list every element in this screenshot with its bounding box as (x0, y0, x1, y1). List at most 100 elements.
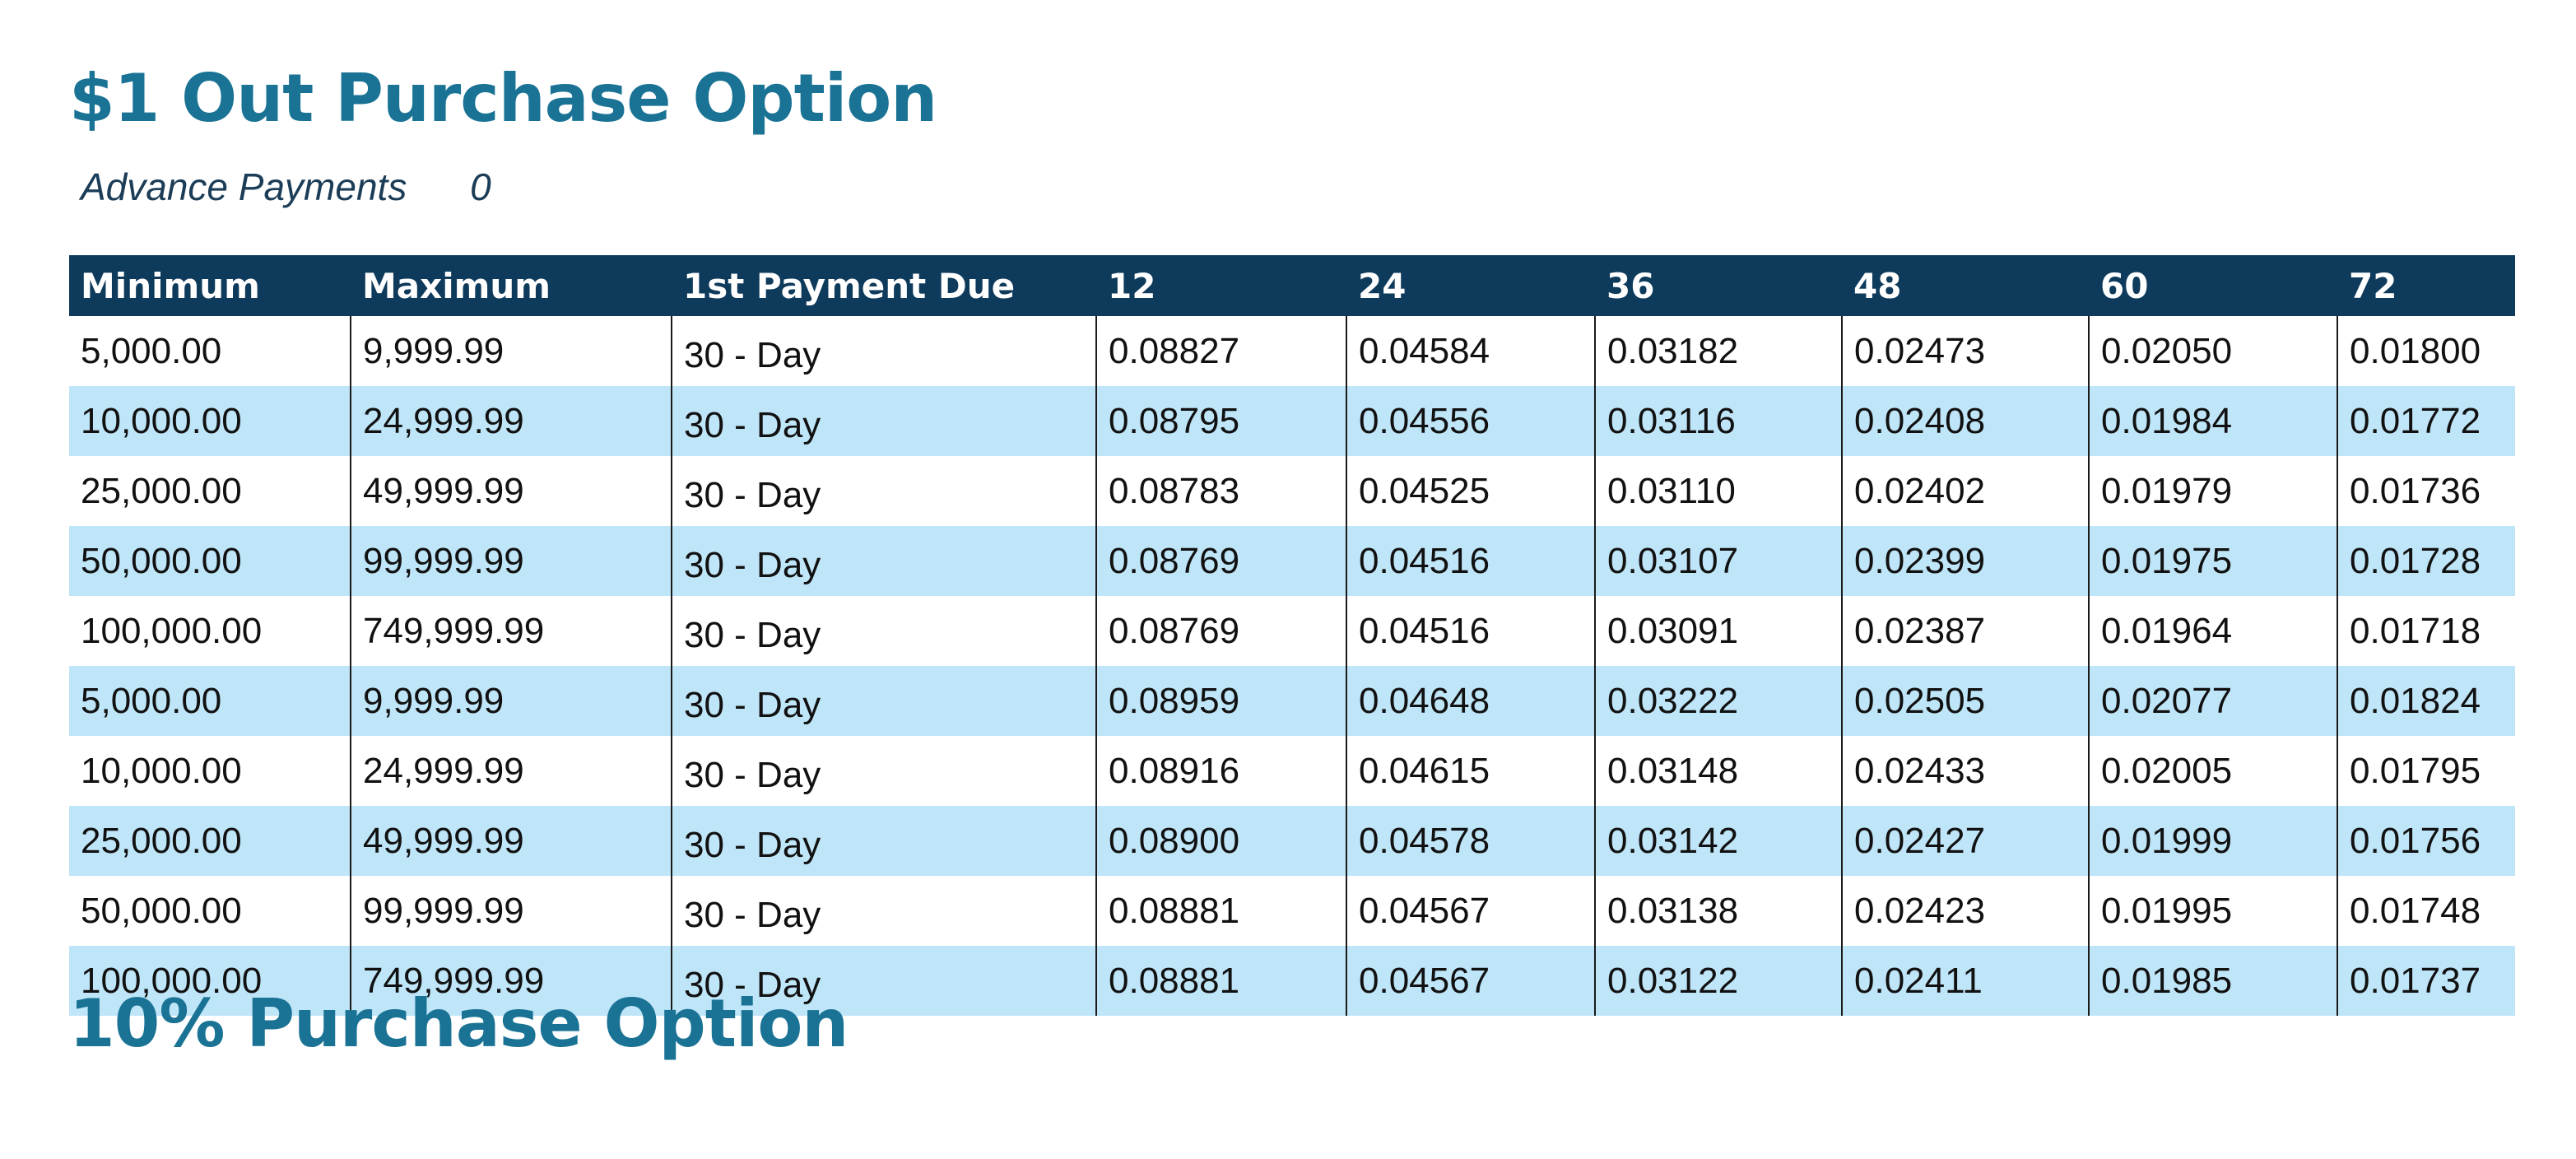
cell-term-24: 0.04525 (1346, 456, 1595, 526)
cell-term-36: 0.03148 (1594, 736, 1842, 806)
cell-term-24: 0.04567 (1346, 946, 1595, 1016)
cell-term-12: 0.08881 (1095, 876, 1346, 946)
cell-first-payment-due: 30 - Day (671, 666, 1096, 736)
cell-first-payment-due: 30 - Day (671, 876, 1096, 946)
section-title-dollar-out: $1 Out Purchase Option (69, 60, 937, 137)
cell-term-24: 0.04556 (1346, 386, 1595, 456)
cell-term-48: 0.02473 (1841, 316, 2089, 386)
header-term-48: 48 (1842, 255, 2089, 316)
cell-minimum: 100,000.00 (69, 946, 351, 1016)
rate-factor-table: Minimum Maximum 1st Payment Due 12 24 36… (69, 255, 2515, 1016)
cell-term-48: 0.02387 (1841, 596, 2089, 666)
cell-term-72: 0.01795 (2337, 736, 2515, 806)
cell-first-payment-due: 30 - Day (671, 946, 1096, 1016)
cell-term-48: 0.02411 (1841, 946, 2089, 1016)
table-header-row: Minimum Maximum 1st Payment Due 12 24 36… (69, 255, 2515, 316)
cell-term-72: 0.01800 (2337, 316, 2515, 386)
cell-term-24: 0.04615 (1346, 736, 1595, 806)
cell-term-48: 0.02433 (1841, 736, 2089, 806)
cell-term-60: 0.02077 (2088, 666, 2337, 736)
cell-term-12: 0.08827 (1095, 316, 1346, 386)
cell-term-24: 0.04516 (1346, 596, 1595, 666)
cell-term-72: 0.01772 (2337, 386, 2515, 456)
advance-payments-line: Advance Payments 0 (81, 168, 491, 206)
cell-minimum: 50,000.00 (69, 526, 351, 596)
cell-minimum: 50,000.00 (69, 876, 351, 946)
table-row: 50,000.00 99,999.99 30 - Day 0.08769 0.04516… (69, 526, 2515, 596)
cell-term-72: 0.01728 (2337, 526, 2515, 596)
header-first-payment-due: 1st Payment Due (672, 255, 1096, 316)
cell-term-36: 0.03116 (1594, 386, 1842, 456)
header-term-12: 12 (1096, 255, 1346, 316)
header-term-24: 24 (1346, 255, 1595, 316)
cell-maximum: 49,999.99 (350, 456, 672, 526)
cell-term-36: 0.03107 (1594, 526, 1842, 596)
cell-term-24: 0.04584 (1346, 316, 1595, 386)
cell-maximum: 749,999.99 (350, 946, 672, 1016)
cell-first-payment-due: 30 - Day (671, 806, 1096, 876)
cell-term-36: 0.03122 (1594, 946, 1842, 1016)
table-row: 5,000.00 9,999.99 30 - Day 0.08827 0.04584 0.… (69, 316, 2515, 386)
cell-term-24: 0.04648 (1346, 666, 1595, 736)
header-term-36: 36 (1595, 255, 1842, 316)
cell-maximum: 99,999.99 (350, 526, 672, 596)
table-row: 25,000.00 49,999.99 30 - Day 0.08783 0.04525… (69, 456, 2515, 526)
cell-term-12: 0.08769 (1095, 596, 1346, 666)
cell-term-36: 0.03222 (1594, 666, 1842, 736)
cell-term-48: 0.02402 (1841, 456, 2089, 526)
cell-term-36: 0.03182 (1594, 316, 1842, 386)
cell-term-60: 0.01995 (2088, 876, 2337, 946)
header-term-72: 72 (2337, 255, 2515, 316)
table-row: 10,000.00 24,999.99 30 - Day 0.08916 0.04615… (69, 736, 2515, 806)
cell-first-payment-due: 30 - Day (671, 736, 1096, 806)
cell-first-payment-due: 30 - Day (671, 386, 1096, 456)
cell-term-48: 0.02505 (1841, 666, 2089, 736)
cell-term-60: 0.01985 (2088, 946, 2337, 1016)
cell-term-60: 0.02050 (2088, 316, 2337, 386)
cell-term-12: 0.08769 (1095, 526, 1346, 596)
cell-term-48: 0.02399 (1841, 526, 2089, 596)
cell-term-60: 0.01964 (2088, 596, 2337, 666)
cell-term-48: 0.02427 (1841, 806, 2089, 876)
cell-term-72: 0.01737 (2337, 946, 2515, 1016)
cell-term-72: 0.01756 (2337, 806, 2515, 876)
cell-term-72: 0.01718 (2337, 596, 2515, 666)
cell-term-36: 0.03138 (1594, 876, 1842, 946)
header-maximum: Maximum (351, 255, 672, 316)
cell-maximum: 24,999.99 (350, 736, 672, 806)
cell-maximum: 9,999.99 (350, 316, 672, 386)
cell-term-60: 0.01975 (2088, 526, 2337, 596)
cell-term-72: 0.01748 (2337, 876, 2515, 946)
cell-term-48: 0.02423 (1841, 876, 2089, 946)
cell-minimum: 10,000.00 (69, 736, 351, 806)
cell-term-48: 0.02408 (1841, 386, 2089, 456)
cell-term-60: 0.01984 (2088, 386, 2337, 456)
table-row: 5,000.00 9,999.99 30 - Day 0.08959 0.04648 0.… (69, 666, 2515, 736)
cell-term-24: 0.04578 (1346, 806, 1595, 876)
cell-term-24: 0.04516 (1346, 526, 1595, 596)
cell-minimum: 25,000.00 (69, 456, 351, 526)
cell-minimum: 5,000.00 (69, 316, 351, 386)
cell-term-60: 0.01979 (2088, 456, 2337, 526)
header-term-60: 60 (2089, 255, 2337, 316)
cell-term-72: 0.01824 (2337, 666, 2515, 736)
cell-term-12: 0.08900 (1095, 806, 1346, 876)
cell-term-12: 0.08959 (1095, 666, 1346, 736)
table-body: 5,000.00 9,999.99 30 - Day 0.08827 0.04584 0.… (69, 316, 2515, 1016)
cell-term-12: 0.08783 (1095, 456, 1346, 526)
table-row: 25,000.00 49,999.99 30 - Day 0.08900 0.04578… (69, 806, 2515, 876)
header-minimum: Minimum (69, 255, 351, 316)
cell-term-60: 0.01999 (2088, 806, 2337, 876)
cell-minimum: 25,000.00 (69, 806, 351, 876)
cell-term-36: 0.03110 (1594, 456, 1842, 526)
cell-minimum: 5,000.00 (69, 666, 351, 736)
cell-maximum: 749,999.99 (350, 596, 672, 666)
cell-maximum: 24,999.99 (350, 386, 672, 456)
cell-first-payment-due: 30 - Day (671, 456, 1096, 526)
section-title-ten-percent: 10% Purchase Option (69, 985, 849, 1062)
table-row: 100,000.00 749,999.99 30 - Day 0.08881 0.045… (69, 946, 2515, 1016)
table-row: 50,000.00 99,999.99 30 - Day 0.08881 0.04567… (69, 876, 2515, 946)
cell-minimum: 10,000.00 (69, 386, 351, 456)
advance-payments-value: 0 (470, 165, 491, 208)
cell-term-12: 0.08795 (1095, 386, 1346, 456)
